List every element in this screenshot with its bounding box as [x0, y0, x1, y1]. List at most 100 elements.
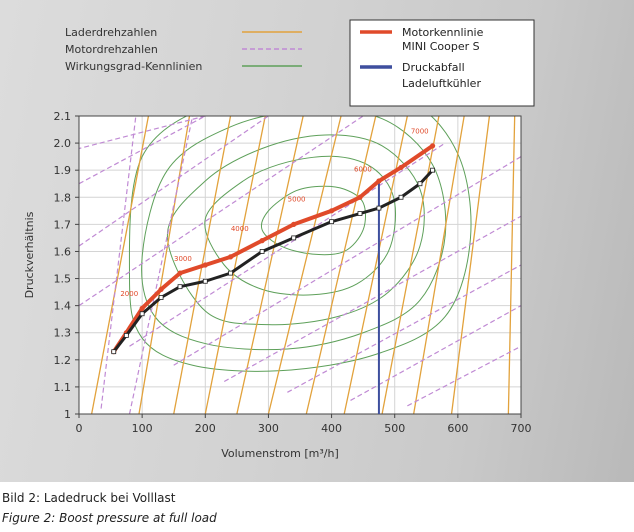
charger-speed-line: [267, 116, 342, 414]
charger-speed-line: [381, 116, 440, 414]
x-axis-label: Volumenstrom [m³/h]: [221, 447, 339, 460]
engine-speed-line: [79, 116, 206, 150]
legend-left: Laderdrehzahlen Motordrehzahlen Wirkungsgr…: [65, 26, 302, 73]
speed-labels: 2000 3000 4000 5000 6000 7000: [120, 128, 428, 299]
engine-speed-line: [223, 215, 521, 383]
charger-speed-line: [236, 116, 304, 414]
y-tick-label: 2.1: [54, 110, 72, 123]
engine-speed-line: [129, 142, 446, 347]
y-axis-label: Druckverhältnis: [23, 211, 36, 298]
x-tick-label: 100: [132, 422, 153, 435]
engine-speed-label: 2000: [120, 290, 138, 298]
comparison-curve-point: [158, 295, 164, 300]
engine-curve-point: [328, 208, 335, 214]
legend-right-label: Druckabfall: [402, 61, 465, 74]
engine-curve-point: [177, 270, 183, 276]
x-tick-label: 500: [384, 422, 405, 435]
comparison-curve-point: [376, 205, 382, 211]
charger-speed-line: [204, 116, 266, 414]
y-tick-label: 1.3: [54, 327, 72, 340]
engine-speed-line: [100, 116, 137, 409]
charger-speed-line: [343, 116, 408, 414]
charger-speed-line: [90, 116, 150, 414]
comparison-curve-point: [430, 167, 436, 173]
efficiency-contour: [166, 134, 425, 326]
comparison-curve-point: [398, 194, 404, 200]
engine-speed-line: [79, 116, 269, 247]
engine-speed-lines: [79, 116, 521, 414]
engine-speed-label: 7000: [411, 128, 429, 136]
engine-curve-point: [376, 178, 382, 184]
charger-speed-line: [138, 116, 191, 414]
engine-curve-point: [398, 164, 404, 171]
y-tick-label: 1.4: [54, 300, 72, 313]
caption-german: Bild 2: Ladedruck bei Volllast: [2, 491, 176, 505]
legend-right-box: [349, 19, 535, 107]
legend-left-label: Wirkungsgrad-Kennlinien: [65, 60, 202, 73]
comparison-curve-point: [111, 349, 117, 355]
engine-speed-line: [128, 116, 194, 414]
charger-speed-line: [413, 116, 465, 414]
engine-speed-label: 6000: [354, 166, 372, 174]
y-tick-label: 1.2: [54, 354, 72, 367]
comparison-curve-point: [177, 284, 183, 290]
engine-curve-point: [139, 305, 145, 311]
engine-curve-point: [158, 286, 164, 292]
plot-area: [79, 116, 521, 414]
engine-speed-label: 5000: [288, 195, 306, 203]
y-tick-label: 1.6: [54, 245, 72, 258]
legend-left-label: Motordrehzahlen: [65, 43, 158, 56]
y-tick-label: 2.0: [54, 137, 72, 150]
y-tick-label: 1.9: [54, 164, 72, 177]
axes: 0 100 200 300 400 500 600 700 1 1.1 1.2 1.3 1.4 1.5 1.…: [23, 110, 532, 460]
chart-svg: 0 100 200 300 400 500 600 700 1 1.1 1.2 1.3 1.4 1.5 1.…: [23, 19, 535, 460]
engine-speed-line: [287, 264, 521, 393]
legend-left-label: Laderdrehzahlen: [65, 26, 157, 39]
comparison-curve-point: [139, 311, 145, 317]
x-tick-label: 400: [321, 422, 342, 435]
comparison-curve-point: [202, 278, 208, 284]
x-tick-label: 600: [447, 422, 468, 435]
legend-right-label: Motorkennlinie: [402, 26, 484, 39]
engine-curve-point: [259, 238, 265, 244]
comparison-curve-point: [291, 235, 297, 241]
efficiency-contours: [128, 116, 472, 372]
efficiency-contour: [141, 116, 447, 351]
y-tick-label: 1.5: [54, 273, 72, 286]
engine-speed-line: [79, 116, 364, 307]
legend-right-label: Ladeluftkühler: [402, 77, 481, 90]
efficiency-contour: [128, 116, 472, 372]
comparison-curve-point: [357, 211, 363, 216]
engine-speed-line: [173, 156, 521, 366]
engine-speed-label: 4000: [231, 225, 249, 233]
engine-curve-point: [291, 221, 297, 227]
engine-curve-line: [111, 143, 435, 354]
charger-speed-line: [507, 116, 516, 414]
x-tick-label: 0: [76, 422, 83, 435]
plot-frame: [78, 115, 522, 415]
charger-speed-line: [450, 116, 491, 414]
comparison-curve-point: [259, 249, 265, 254]
comparison-curve-point: [123, 333, 129, 338]
y-tick-label: 1.8: [54, 191, 72, 204]
efficiency-contour: [260, 185, 367, 256]
caption-english: Figure 2: Boost pressure at full load: [2, 511, 217, 525]
engine-curve-point: [202, 262, 208, 268]
engine-curve-point: [227, 254, 234, 260]
efficiency-contour: [204, 155, 397, 296]
engine-curve-point: [430, 143, 436, 149]
series: [111, 143, 436, 414]
legend-right-label: MINI Cooper S: [402, 40, 480, 53]
x-tick-label: 200: [195, 422, 216, 435]
comparison-curve-point: [329, 219, 334, 225]
y-tick-label: 1: [64, 408, 71, 421]
comparison-curve-point: [228, 270, 233, 276]
engine-curve-point: [357, 194, 363, 200]
comparison-curve-point: [417, 181, 423, 187]
x-tick-label: 700: [511, 422, 532, 435]
y-tick-label: 1.1: [54, 381, 72, 394]
y-tick-label: 1.7: [54, 218, 72, 231]
chart-figure: 0 100 200 300 400 500 600 700 1 1.1 1.2 1.3 1.4 1.5 1.…: [0, 0, 634, 482]
x-tick-label: 300: [258, 422, 279, 435]
